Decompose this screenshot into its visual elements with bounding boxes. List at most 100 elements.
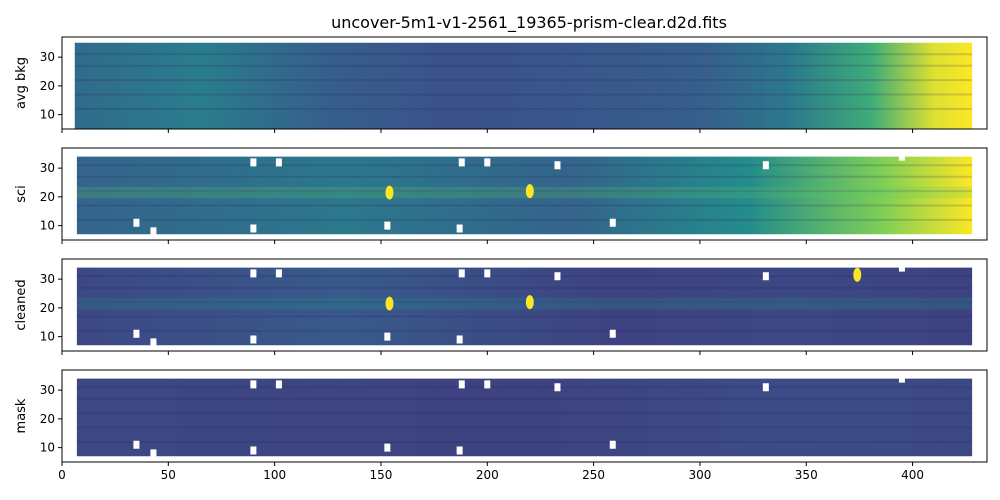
axes-frame	[61, 36, 988, 130]
y-tick-label: 30	[40, 383, 55, 397]
detector-stripe	[74, 107, 973, 110]
detector-stripe	[76, 301, 973, 304]
source-blob	[385, 296, 394, 311]
masked-pixel	[150, 338, 157, 347]
masked-pixel	[150, 449, 157, 458]
y-tick-label: 10	[40, 441, 55, 455]
masked-pixel	[458, 158, 465, 167]
y-tick-label: 10	[40, 108, 55, 122]
panel-avg-bkg: 10 20 30 avg bkg	[14, 36, 988, 133]
x-tick-label: 300	[688, 468, 711, 482]
detector-stripe	[76, 426, 973, 429]
detector-stripe	[76, 440, 973, 443]
image-data	[76, 378, 973, 457]
panel-sci: 10 20 30 sci	[14, 147, 988, 244]
masked-pixel	[275, 380, 282, 389]
masked-pixel	[554, 161, 561, 170]
image-data	[76, 267, 973, 346]
detector-stripe	[76, 397, 973, 400]
x-tick-label: 0	[58, 468, 66, 482]
spectral-trace	[76, 186, 973, 199]
axes-frame	[61, 147, 988, 241]
masked-pixel	[133, 218, 140, 227]
detector-stripe	[74, 64, 973, 67]
panel-cleaned: 10 20 30 cleaned	[14, 258, 988, 355]
y-tick-label: 20	[40, 412, 55, 426]
masked-pixel	[133, 440, 140, 449]
detector-stripe	[76, 190, 973, 193]
masked-pixel	[762, 383, 769, 392]
masked-pixel	[456, 446, 463, 455]
masked-pixel	[384, 443, 391, 452]
axes-frame	[61, 258, 988, 352]
masked-pixel	[484, 380, 491, 389]
masked-pixel	[384, 332, 391, 341]
x-tick-label: 350	[795, 468, 818, 482]
image-data	[76, 156, 973, 235]
masked-pixel	[762, 272, 769, 281]
detector-stripe	[74, 53, 973, 56]
masked-pixel	[554, 272, 561, 281]
y-axis-label: avg bkg	[14, 57, 29, 109]
detector-stripe	[76, 204, 973, 207]
detector-stripe	[74, 93, 973, 96]
y-tick-label: 10	[40, 219, 55, 233]
masked-pixel	[250, 380, 257, 389]
source-blob	[385, 185, 394, 200]
y-axis-label: sci	[14, 185, 29, 203]
masked-pixel	[275, 158, 282, 167]
detector-stripe	[76, 315, 973, 318]
masked-pixel	[898, 374, 905, 383]
detector-stripe	[76, 386, 973, 389]
y-axis-label: mask	[14, 398, 29, 433]
masked-pixel	[554, 383, 561, 392]
masked-pixel	[250, 224, 257, 233]
masked-pixel	[458, 380, 465, 389]
masked-pixel	[250, 335, 257, 344]
masked-pixel	[609, 329, 616, 338]
masked-pixel	[275, 269, 282, 278]
y-tick-label: 20	[40, 79, 55, 93]
detector-stripe	[74, 79, 973, 82]
masked-pixel	[898, 152, 905, 161]
y-tick-label: 30	[40, 272, 55, 286]
masked-pixel	[458, 269, 465, 278]
figure-title: uncover-5m1-v1-2561_19365-prism-clear.d2…	[331, 13, 727, 33]
masked-pixel	[484, 158, 491, 167]
detector-stripe	[76, 164, 973, 167]
masked-pixel	[250, 158, 257, 167]
masked-pixel	[250, 269, 257, 278]
masked-pixel	[150, 227, 157, 236]
panels: 10 20 30 avg bkg 10 20 30 sci 10 20 30 cleaned 10 20 3…	[14, 36, 988, 482]
masked-pixel	[456, 335, 463, 344]
masked-pixel	[609, 440, 616, 449]
detector-stripe	[76, 412, 973, 415]
masked-pixel	[133, 329, 140, 338]
x-tick-label: 250	[582, 468, 605, 482]
detector-stripe	[76, 286, 973, 289]
detector-stripe	[76, 329, 973, 332]
y-tick-label: 20	[40, 190, 55, 204]
y-tick-label: 30	[40, 50, 55, 64]
x-tick-label: 50	[161, 468, 176, 482]
masked-pixel	[762, 161, 769, 170]
masked-pixel	[609, 218, 616, 227]
y-axis-label: cleaned	[14, 279, 29, 330]
y-tick-label: 10	[40, 330, 55, 344]
detector-stripe	[76, 218, 973, 221]
detector-stripe	[76, 175, 973, 178]
masked-pixel	[484, 269, 491, 278]
masked-pixel	[250, 446, 257, 455]
source-blob	[853, 267, 862, 282]
y-tick-label: 20	[40, 301, 55, 315]
x-tick-label: 100	[263, 468, 286, 482]
masked-pixel	[384, 221, 391, 230]
masked-pixel	[456, 224, 463, 233]
masked-pixel	[898, 263, 905, 272]
source-blob	[525, 184, 534, 199]
image-data	[74, 42, 973, 129]
x-tick-label: 400	[901, 468, 924, 482]
x-tick-label: 150	[370, 468, 393, 482]
